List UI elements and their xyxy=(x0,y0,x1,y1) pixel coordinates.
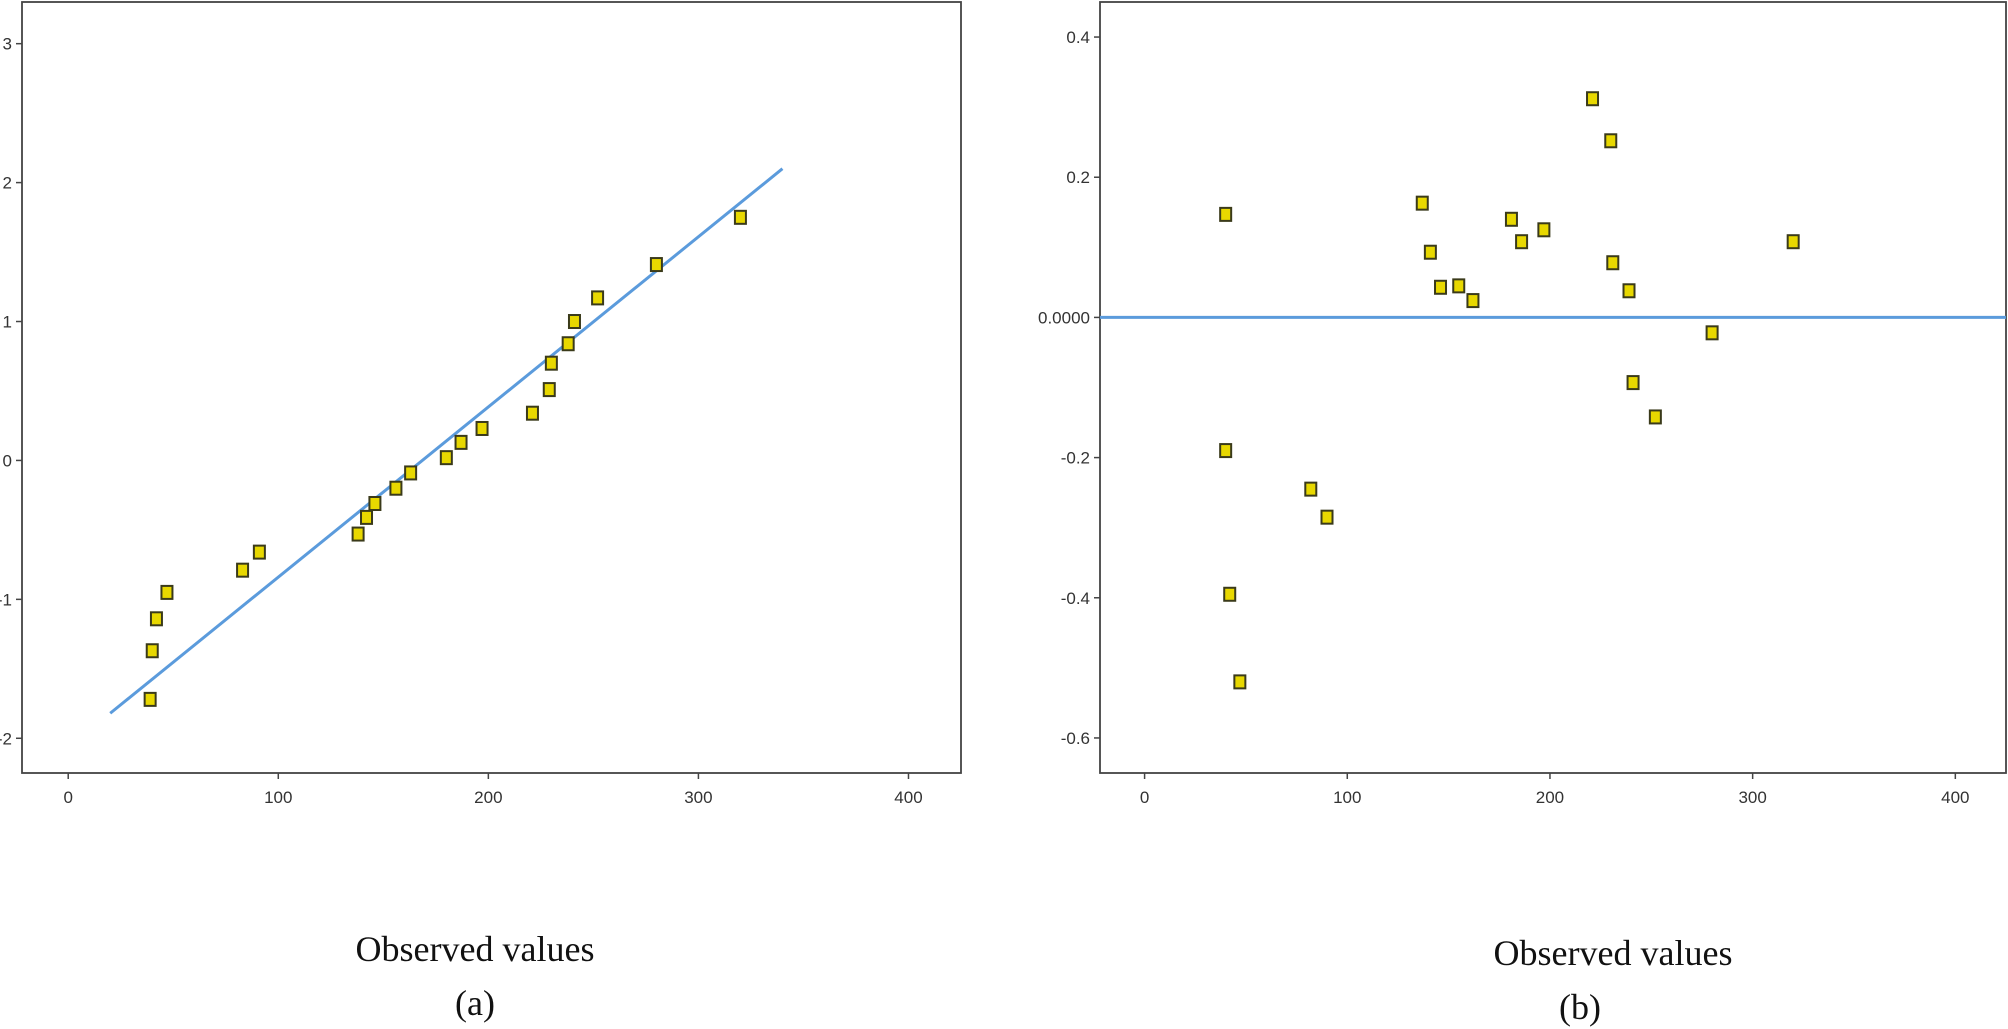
x-tick-label: 300 xyxy=(1738,788,1766,807)
data-point xyxy=(1320,509,1334,525)
y-tick-label: 2 xyxy=(3,174,12,193)
data-point xyxy=(1423,244,1437,260)
x-tick-label: 400 xyxy=(1941,788,1969,807)
data-point xyxy=(1604,133,1618,149)
x-tick-label: 400 xyxy=(894,788,922,807)
y-tick-label: 0.0000 xyxy=(1038,308,1090,327)
data-point xyxy=(544,355,558,371)
data-point xyxy=(236,562,250,578)
data-point xyxy=(1304,481,1318,497)
data-point xyxy=(404,465,418,481)
data-point xyxy=(1622,283,1636,299)
data-point xyxy=(561,336,575,352)
y-tick-label: 0 xyxy=(3,451,12,470)
data-point xyxy=(525,405,539,421)
data-point xyxy=(1223,586,1237,602)
chart-panel-b: -0.6 -0.4 -0.2 0.0000 0.2 0.4 0 100 200 300 400 xyxy=(1038,1,2007,807)
x-tick-label: 200 xyxy=(474,788,502,807)
data-point xyxy=(1606,255,1620,271)
y-tick-label: -0.2 xyxy=(1061,449,1090,468)
data-point xyxy=(1219,443,1233,459)
plot-frame-b xyxy=(1099,1,2007,774)
y-tick-label: 1 xyxy=(3,313,12,332)
data-point xyxy=(160,584,174,600)
x-tick-label: 200 xyxy=(1536,788,1564,807)
data-point xyxy=(1586,91,1600,107)
x-tick-label: 300 xyxy=(684,788,712,807)
y-tick-label: 3 xyxy=(3,35,12,54)
data-point xyxy=(439,450,453,466)
y-tick-label: -1 xyxy=(0,590,12,609)
data-point xyxy=(252,544,266,560)
data-point xyxy=(1786,234,1800,250)
data-point xyxy=(1705,325,1719,341)
data-point xyxy=(733,209,747,225)
data-point xyxy=(1415,195,1429,211)
data-point xyxy=(542,382,556,398)
x-axis-label-b: Observed values xyxy=(1493,933,1733,973)
x-tick-label: 100 xyxy=(264,788,292,807)
chart-panel-a: -2 -1 0 1 2 3 0 100 200 300 400 xyxy=(0,1,962,807)
panel-label-a: (a) xyxy=(455,983,495,1023)
y-tick-label: -0.6 xyxy=(1061,729,1090,748)
data-point xyxy=(1504,211,1518,227)
data-point xyxy=(1466,293,1480,309)
data-point xyxy=(149,611,163,627)
data-point xyxy=(1434,279,1448,295)
reference-line-a xyxy=(109,167,784,715)
data-point xyxy=(1537,222,1551,238)
x-axis-label-a: Observed values xyxy=(355,929,595,969)
data-point xyxy=(1648,409,1662,425)
data-point xyxy=(1515,234,1529,250)
data-point xyxy=(591,290,605,306)
data-point xyxy=(1452,278,1466,294)
x-tick-label: 100 xyxy=(1333,788,1361,807)
x-tick-label: 0 xyxy=(1140,788,1149,807)
plot-frame-a xyxy=(21,1,962,774)
data-point xyxy=(351,526,365,542)
data-point xyxy=(475,420,489,436)
data-point xyxy=(360,509,374,525)
data-point xyxy=(1219,206,1233,222)
data-point xyxy=(368,495,382,511)
data-point xyxy=(1233,674,1247,690)
panel-label-b: (b) xyxy=(1559,987,1601,1027)
data-point xyxy=(649,257,663,273)
data-point xyxy=(145,643,159,659)
x-tick-label: 0 xyxy=(63,788,72,807)
data-point xyxy=(567,314,581,330)
y-tick-label: -0.4 xyxy=(1061,589,1090,608)
data-point xyxy=(454,434,468,450)
data-point xyxy=(1626,375,1640,391)
data-point xyxy=(389,480,403,496)
y-tick-label: -2 xyxy=(0,729,12,748)
y-tick-label: 0.4 xyxy=(1066,28,1090,47)
data-point xyxy=(143,691,157,707)
y-tick-label: 0.2 xyxy=(1066,168,1090,187)
